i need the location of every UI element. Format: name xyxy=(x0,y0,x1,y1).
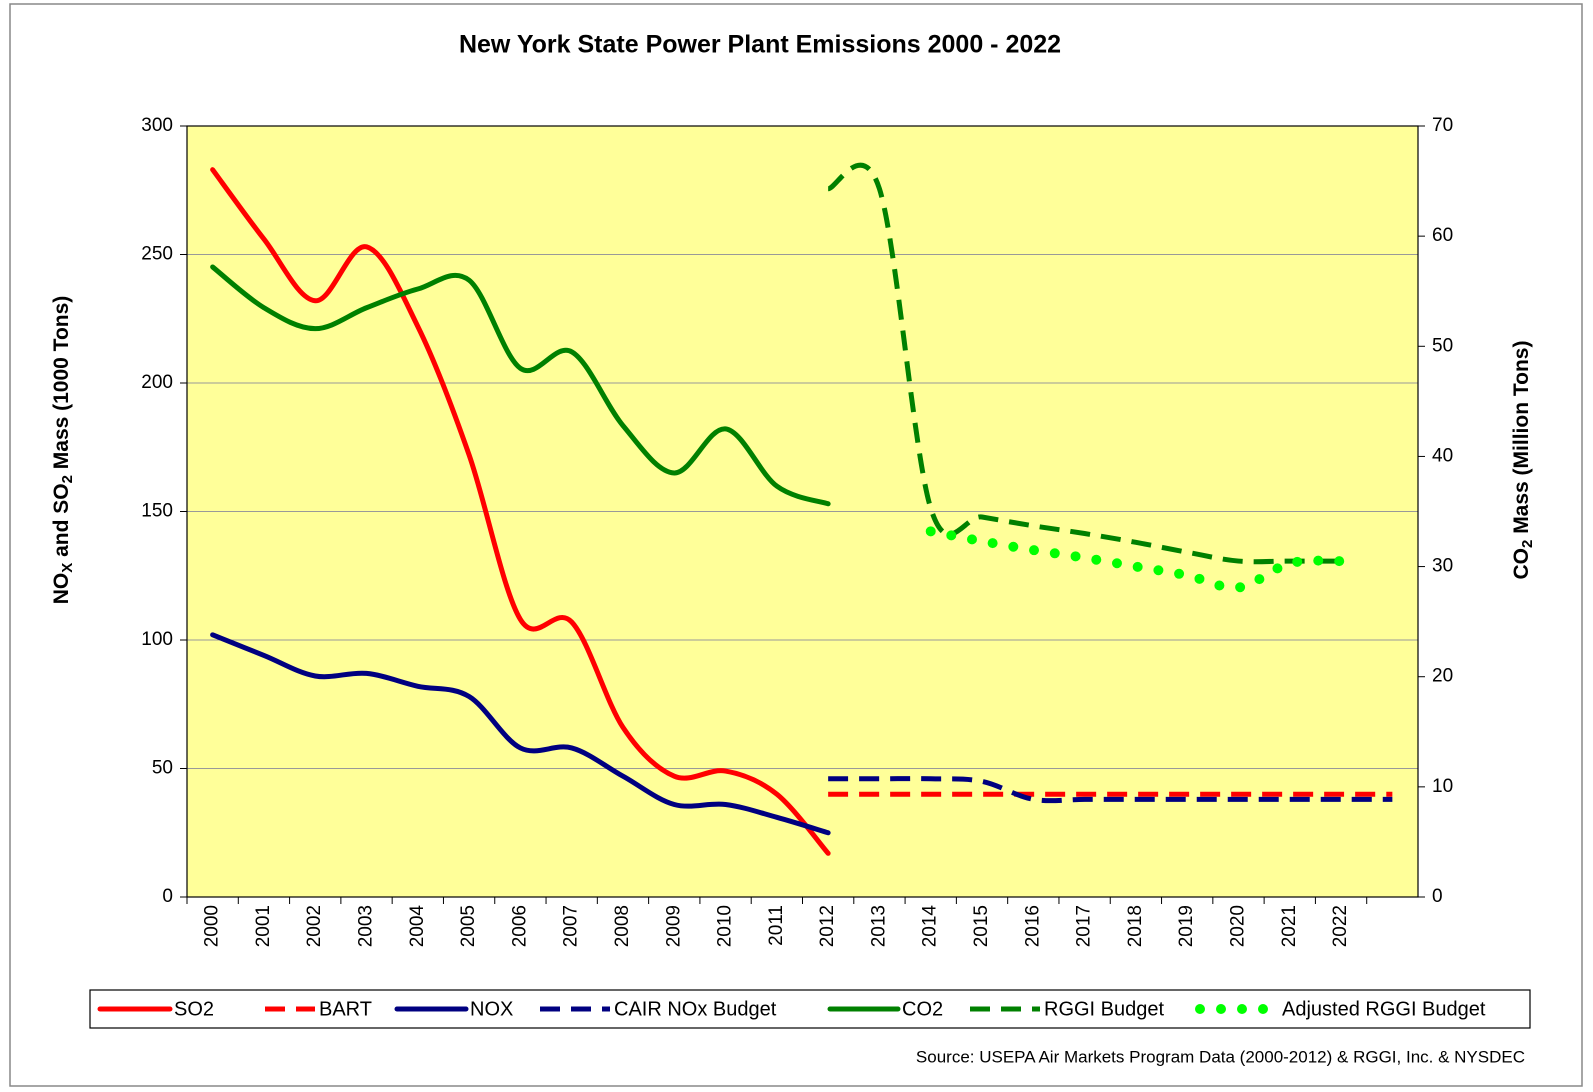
y-tick-label: 150 xyxy=(141,501,173,522)
y2-tick-label: 50 xyxy=(1432,335,1453,356)
y-axis-label-subscript: X xyxy=(59,563,76,573)
y2-tick-label: 60 xyxy=(1432,225,1453,246)
legend-label: Adjusted RGGI Budget xyxy=(1282,998,1486,1020)
source-note: Source: USEPA Air Markets Program Data (… xyxy=(916,1047,1525,1066)
legend-label: NOX xyxy=(470,998,513,1020)
y-axis-label-part: NO xyxy=(50,573,73,605)
y-axis-label-subscript: 2 xyxy=(59,475,76,483)
x-tick-label: 2014 xyxy=(920,905,941,948)
x-tick-label: 2015 xyxy=(971,905,992,947)
x-tick-label: 2019 xyxy=(1176,905,1197,947)
y2-axis-label-part: CO xyxy=(1510,548,1533,580)
legend-label: CAIR NOx Budget xyxy=(614,998,777,1020)
x-tick-label: 2008 xyxy=(612,905,633,947)
x-tick-label: 2021 xyxy=(1279,905,1300,947)
legend-label: CO2 xyxy=(902,998,943,1020)
legend-label: RGGI Budget xyxy=(1044,998,1165,1020)
x-tick-label: 2000 xyxy=(202,905,223,947)
series-line xyxy=(210,632,831,836)
y-tick-label: 50 xyxy=(152,758,173,779)
y2-tick-label: 40 xyxy=(1432,445,1453,466)
y2-axis-label: CO2 Mass (Million Tons) xyxy=(1510,341,1536,580)
x-tick-label: 2011 xyxy=(766,905,787,946)
legend-box xyxy=(89,989,1531,1029)
x-tick-label: 2002 xyxy=(304,905,325,947)
series-line xyxy=(210,167,831,856)
x-tick-label: 2016 xyxy=(1022,905,1043,947)
chart-title: New York State Power Plant Emissions 200… xyxy=(459,31,1061,59)
y2-tick-label: 70 xyxy=(1432,115,1453,136)
x-tick-label: 2022 xyxy=(1330,905,1351,947)
x-tick-label: 2007 xyxy=(561,905,582,947)
x-tick-label: 2003 xyxy=(356,905,377,947)
series-line xyxy=(925,526,1347,593)
x-tick-label: 2013 xyxy=(868,905,889,947)
x-tick-label: 2018 xyxy=(1125,905,1146,947)
x-tick-label: 2020 xyxy=(1227,905,1248,947)
series-line xyxy=(827,162,1342,565)
x-tick-label: 2009 xyxy=(663,905,684,947)
series-line xyxy=(828,776,1393,804)
y2-tick-label: 20 xyxy=(1432,666,1453,687)
x-tick-label: 2001 xyxy=(253,905,274,947)
x-tick-label: 2005 xyxy=(458,905,479,947)
legend-label: SO2 xyxy=(174,998,214,1020)
y-tick-label: 200 xyxy=(141,372,173,393)
x-tick-label: 2006 xyxy=(509,905,530,947)
y2-tick-label: 30 xyxy=(1432,556,1453,577)
x-tick-label: 2004 xyxy=(407,905,428,948)
y-tick-label: 250 xyxy=(141,244,173,265)
y2-tick-label: 0 xyxy=(1432,886,1443,907)
y-tick-label: 300 xyxy=(141,115,173,136)
y2-axis-label-subscript: 2 xyxy=(1519,540,1536,548)
legend-label: BART xyxy=(319,998,372,1020)
y-tick-label: 100 xyxy=(141,629,173,650)
x-tick-label: 2017 xyxy=(1074,905,1095,947)
y2-axis-label-part: Mass (Million Tons) xyxy=(1510,341,1533,540)
y-axis-label-part: and SO xyxy=(50,483,73,562)
series-line xyxy=(210,264,831,507)
y-tick-label: 0 xyxy=(162,886,173,907)
y-axis-label: NOX and SO2 Mass (1000 Tons) xyxy=(50,296,76,605)
x-tick-label: 2010 xyxy=(715,905,736,947)
x-tick-label: 2012 xyxy=(817,905,838,947)
y-axis-label-part: Mass (1000 Tons) xyxy=(50,296,73,475)
y2-tick-label: 10 xyxy=(1432,776,1453,797)
